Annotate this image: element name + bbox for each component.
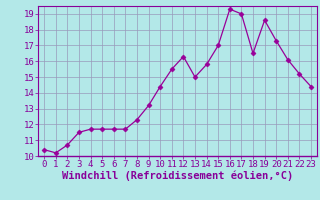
X-axis label: Windchill (Refroidissement éolien,°C): Windchill (Refroidissement éolien,°C) xyxy=(62,171,293,181)
